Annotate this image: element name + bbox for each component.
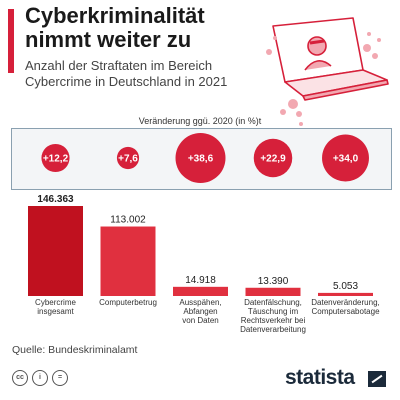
category-label-0: Cybercrime insgesamt [35, 298, 76, 316]
no-derivatives-icon: = [52, 370, 68, 386]
value-label-3: 13.390 [258, 276, 289, 287]
change-label-0: +12,2 [43, 154, 69, 165]
source-note: Quelle: Bundeskriminalamt [12, 344, 138, 356]
bar-3 [245, 287, 301, 296]
change-panel-label: Veränderung ggü. 2020 (in %)t [0, 116, 400, 126]
change-circle-1 [116, 146, 140, 170]
value-label-1: 113.002 [110, 215, 146, 226]
change-label-4: +34,0 [333, 154, 359, 165]
license-icons: cc i = [12, 370, 68, 386]
bar-4 [318, 292, 373, 296]
bar-1 [100, 226, 156, 296]
bar-2 [173, 286, 228, 296]
change-circle-2 [175, 133, 226, 183]
subtitle: Anzahl der Straftaten im Bereich Cybercr… [25, 58, 270, 90]
value-label-4: 5.053 [333, 281, 358, 292]
subtitle-line-2: Cybercrime in Deutschland in 2021 [25, 74, 228, 89]
title-accent-bar [8, 9, 14, 73]
statista-logo-mark [368, 371, 386, 387]
category-label-1: Computerbetrug [99, 298, 157, 307]
category-label-3: Datenfälschung, Täuschung im Rechtsverkehr… [240, 298, 306, 334]
change-circle-0 [41, 143, 70, 173]
attribution-icon: i [32, 370, 48, 386]
category-label-4: Datenveränderung, Computersabotage [311, 298, 380, 316]
change-label-1: +7,6 [118, 154, 138, 165]
statista-logo: statista [285, 366, 355, 389]
change-circle-4 [322, 134, 369, 182]
cc-icon: cc [12, 370, 28, 386]
bar-0 [28, 206, 83, 296]
category-label-2: Ausspähen, Abfangen von Daten [179, 298, 221, 325]
change-label-3: +22,9 [260, 154, 286, 165]
value-label-0: 146.363 [37, 194, 74, 205]
subtitle-line-1: Anzahl der Straftaten im Bereich [25, 58, 213, 73]
value-label-2: 14.918 [185, 275, 216, 286]
title-line-2: nimmt weiter zu [25, 27, 192, 52]
change-label-2: +38,6 [188, 154, 214, 165]
title-line-1: Cyberkriminalität [25, 3, 205, 28]
change-label-text: Veränderung ggü. 2020 (in %)t [135, 116, 265, 126]
page-title: Cyberkriminalität nimmt weiter zu [25, 4, 260, 52]
hacker-laptop-illustration [266, 17, 389, 126]
change-circle-3 [253, 138, 293, 178]
